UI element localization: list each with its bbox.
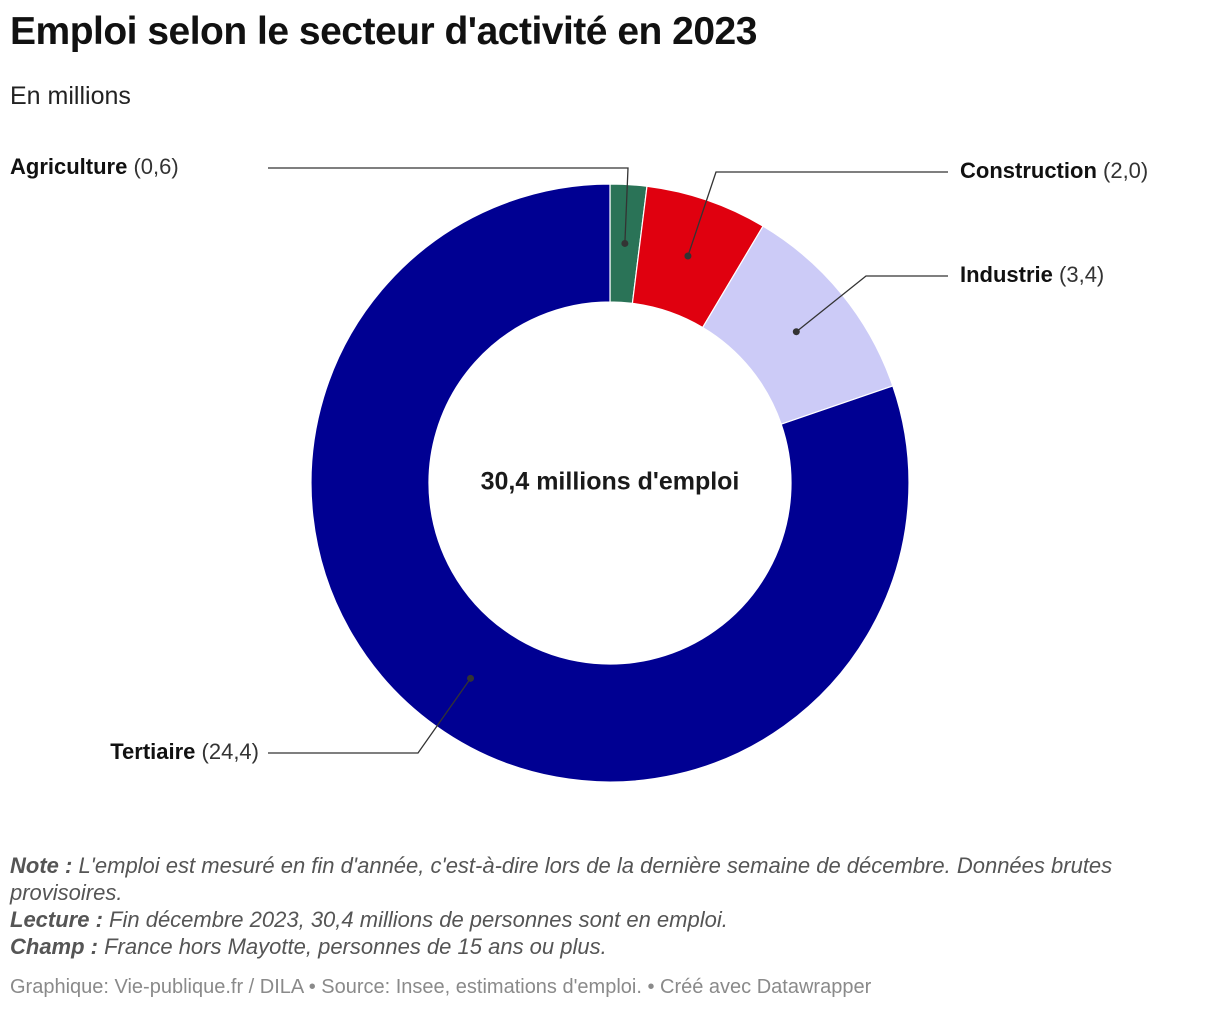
source-footer: Graphique: Vie-publique.fr / DILA • Sour… (10, 976, 872, 998)
center-label: 30,4 millions d'emploi (481, 468, 740, 496)
leader-line-construction (687, 171, 948, 257)
label-name-industrie: Industrie (960, 262, 1053, 287)
label-name-construction: Construction (960, 158, 1097, 183)
leader-dot-agriculture (621, 239, 629, 247)
leader-dot-construction (684, 252, 692, 260)
label-tertiaire: Tertiaire (24,4) (110, 739, 259, 764)
label-agriculture: Agriculture (0,6) (10, 154, 179, 179)
label-name-tertiaire: Tertiaire (110, 739, 195, 764)
leader-line-industrie (795, 275, 948, 333)
label-name-agriculture: Agriculture (10, 154, 127, 179)
lecture-label: Lecture : (10, 907, 103, 932)
label-industrie: Industrie (3,4) (960, 262, 1104, 287)
leader-dot-tertiaire (467, 674, 475, 682)
note-label: Note : (10, 853, 73, 878)
leader-dot-industrie (792, 328, 800, 336)
chart-notes: Note : L'emploi est mesuré en fin d'anné… (10, 852, 1190, 960)
label-value-tertiaire: (24,4) (195, 739, 259, 764)
label-value-construction: (2,0) (1097, 158, 1148, 183)
note-line: Note : L'emploi est mesuré en fin d'anné… (10, 852, 1190, 906)
label-value-agriculture: (0,6) (127, 154, 178, 179)
label-value-industrie: (3,4) (1053, 262, 1104, 287)
leader-line-agriculture (268, 167, 629, 244)
donut-chart: Agriculture (0,6) Construction (2,0) Indus… (10, 154, 1148, 783)
champ-line: Champ : France hors Mayotte, personnes d… (10, 933, 1190, 960)
champ-label: Champ : (10, 934, 98, 959)
slice-tertiaire (310, 183, 910, 783)
note-text: L'emploi est mesuré en fin d'année, c'es… (10, 853, 1113, 905)
leader-line-tertiaire (268, 677, 472, 754)
chart-title: Emploi selon le secteur d'activité en 20… (10, 10, 757, 53)
lecture-line: Lecture : Fin décembre 2023, 30,4 millio… (10, 906, 1190, 933)
chart-subtitle: En millions (10, 82, 131, 110)
lecture-text: Fin décembre 2023, 30,4 millions de pers… (102, 907, 728, 932)
champ-text: France hors Mayotte, personnes de 15 ans… (98, 934, 607, 959)
label-construction: Construction (2,0) (960, 158, 1148, 183)
